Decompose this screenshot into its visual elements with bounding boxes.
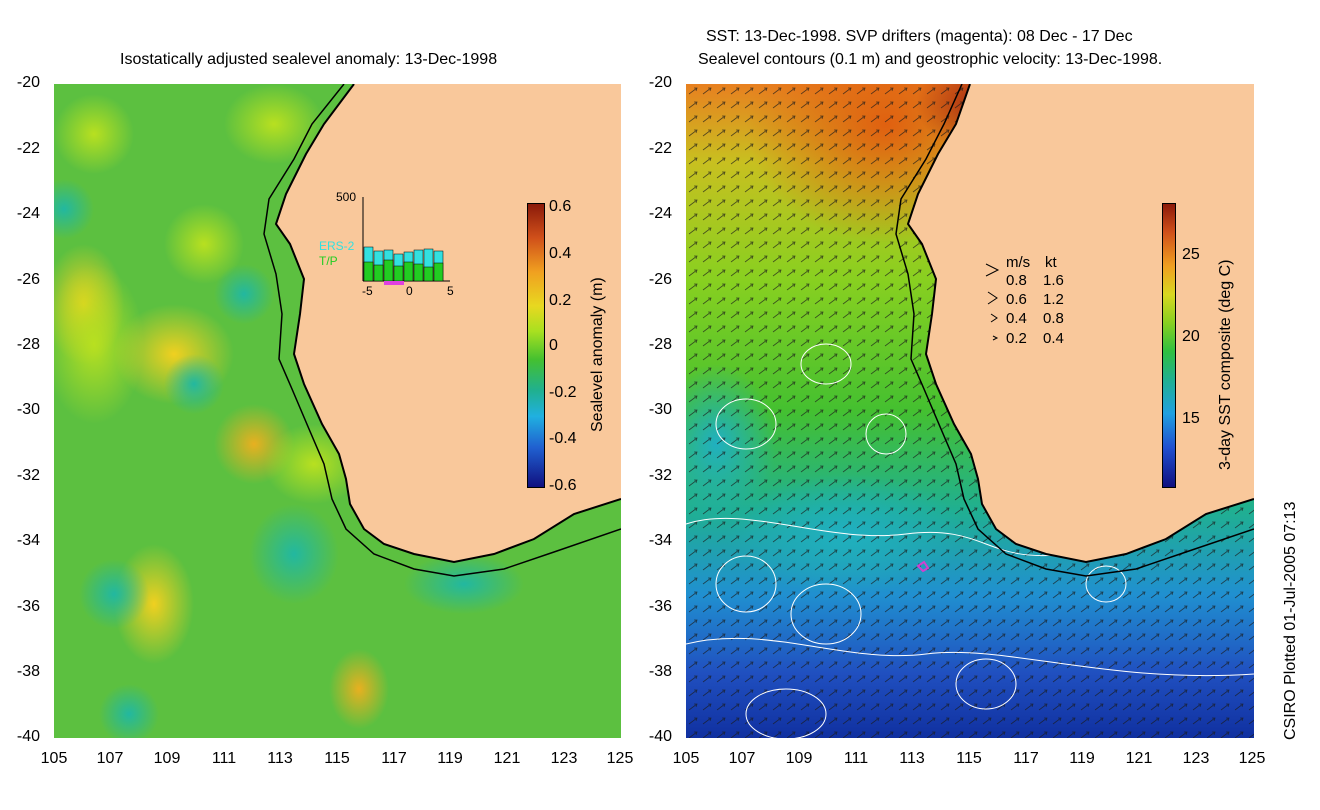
- svp-drifter-track: [916, 560, 930, 573]
- sealevel-colorbar-tick: -0.6: [549, 477, 577, 494]
- lat-tick: -20: [16, 74, 40, 91]
- speed-legend-kt: 1.6: [1043, 272, 1064, 289]
- inset-legend-tp: T/P: [319, 254, 338, 268]
- lat-tick: -28: [648, 336, 672, 353]
- speed-legend-ms: 0.8: [1006, 272, 1027, 289]
- lon-tick: 119: [1069, 750, 1095, 767]
- inset-xtick: -5: [362, 284, 373, 298]
- lat-tick: -20: [648, 74, 672, 91]
- lon-tick: 111: [843, 750, 869, 767]
- lon-tick: 123: [1182, 750, 1210, 767]
- lon-tick: 113: [899, 750, 925, 767]
- lat-tick: -30: [16, 401, 40, 418]
- lon-tick: 107: [728, 750, 756, 767]
- sst-colorbar-tick: 15: [1182, 410, 1200, 427]
- lat-tick: -22: [648, 140, 672, 157]
- speed-legend-header-kt: kt: [1045, 254, 1057, 271]
- speed-legend-kt: 0.8: [1043, 310, 1064, 327]
- lat-tick: -34: [16, 532, 40, 549]
- lat-tick: -38: [648, 663, 672, 680]
- lon-tick: 113: [267, 750, 293, 767]
- lon-tick: 107: [96, 750, 124, 767]
- inset-ymax-label: 500: [336, 190, 357, 204]
- sealevel-colorbar-tick: 0.6: [549, 198, 572, 215]
- right-map-title-line1: SST: 13-Dec-1998. SVP drifters (magenta)…: [706, 28, 1133, 45]
- lat-tick: -28: [16, 336, 40, 353]
- speed-legend-kt: 0.4: [1043, 330, 1064, 347]
- lat-tick: -32: [648, 467, 672, 484]
- sealevel-colorbar-tick: 0: [549, 337, 558, 354]
- sst-colorbar: [1162, 203, 1176, 488]
- sst-colorbar-label: 3-day SST composite (deg C): [1217, 259, 1234, 470]
- sealevel-colorbar-tick: -0.4: [549, 430, 577, 447]
- lat-tick: -38: [16, 663, 40, 680]
- sealevel-colorbar-tick: -0.2: [549, 384, 577, 401]
- altimeter-count-inset: [362, 197, 450, 285]
- lon-tick: 105: [672, 750, 700, 767]
- lon-tick: 119: [437, 750, 463, 767]
- sst-colorbar-tick: 25: [1182, 246, 1200, 263]
- lon-tick: 115: [324, 750, 350, 767]
- lat-tick: -26: [16, 271, 40, 288]
- right-map-title-line2: Sealevel contours (0.1 m) and geostrophi…: [698, 51, 1163, 68]
- lat-tick: -30: [648, 401, 672, 418]
- lat-tick: -22: [16, 140, 40, 157]
- lon-tick: 125: [606, 750, 634, 767]
- lat-tick: -40: [648, 728, 672, 745]
- lon-tick: 121: [493, 750, 521, 767]
- speed-legend-ms: 0.4: [1006, 310, 1027, 327]
- lat-tick: -36: [648, 598, 672, 615]
- speed-legend-header-ms: m/s: [1006, 254, 1031, 271]
- lat-tick: -32: [16, 467, 40, 484]
- lon-tick: 117: [1013, 750, 1039, 767]
- lon-tick: 121: [1125, 750, 1153, 767]
- speed-legend-ms: 0.2: [1006, 330, 1027, 347]
- lat-tick: -34: [648, 532, 672, 549]
- inset-xtick: 5: [447, 284, 454, 298]
- inset-legend-ers2: ERS-2: [319, 239, 355, 253]
- lat-tick: -26: [648, 271, 672, 288]
- lon-tick: 125: [1238, 750, 1266, 767]
- lon-tick: 109: [153, 750, 181, 767]
- lat-tick: -36: [16, 598, 40, 615]
- speed-legend-ms: 0.6: [1006, 291, 1027, 308]
- lon-tick: 123: [550, 750, 578, 767]
- speed-legend-kt: 1.2: [1043, 291, 1064, 308]
- plot-credit: CSIRO Plotted 01-Jul-2005 07:13: [1282, 501, 1299, 740]
- lat-tick: -24: [16, 205, 40, 222]
- left-map-title: Isostatically adjusted sealevel anomaly:…: [120, 51, 498, 68]
- sealevel-colorbar-label: Sealevel anomaly (m): [589, 277, 606, 432]
- lon-tick: 111: [211, 750, 237, 767]
- sealevel-colorbar: [527, 203, 545, 488]
- lat-tick: -24: [648, 205, 672, 222]
- sealevel-colorbar-tick: 0.4: [549, 245, 572, 262]
- sst-colorbar-tick: 20: [1182, 328, 1200, 345]
- speed-legend-arrows: [985, 263, 1000, 341]
- lon-tick: 109: [785, 750, 813, 767]
- inset-xtick: 0: [406, 284, 413, 298]
- lon-tick: 117: [381, 750, 407, 767]
- lon-tick: 115: [956, 750, 982, 767]
- lat-tick: -40: [16, 728, 40, 745]
- lon-tick: 105: [40, 750, 68, 767]
- sealevel-colorbar-tick: 0.2: [549, 292, 572, 309]
